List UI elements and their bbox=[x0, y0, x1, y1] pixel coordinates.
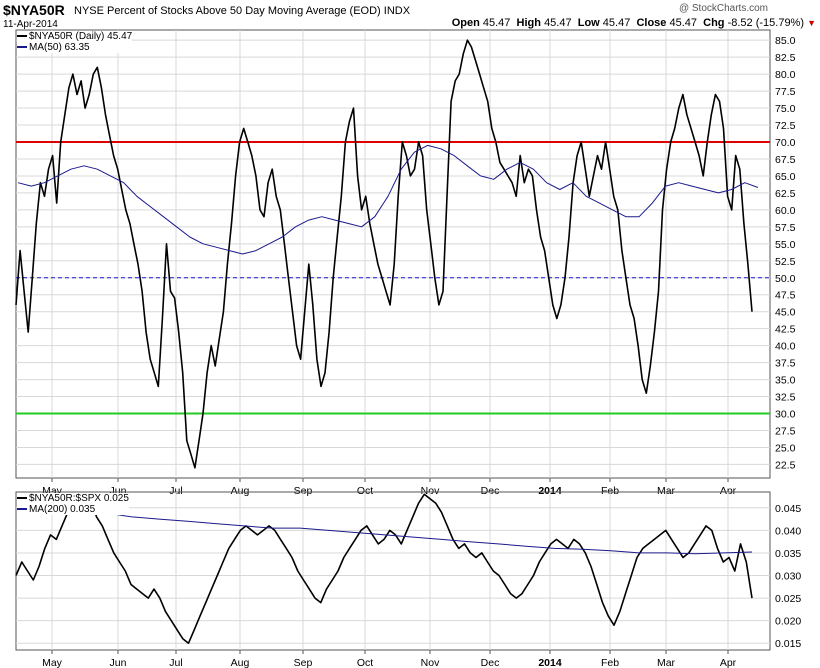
upper-y-tick-label: 80.0 bbox=[775, 69, 796, 81]
upper-y-tick-label: 52.5 bbox=[775, 256, 796, 268]
legend-ma200: MA(200) 0.035 bbox=[17, 504, 129, 515]
upper-x-tick-label: Mar bbox=[657, 485, 676, 497]
chart-date: 11-Apr-2014 bbox=[3, 19, 58, 30]
upper-legend: $NYA50R (Daily) 45.47 MA(50) 63.35 bbox=[17, 31, 133, 53]
lower-x-tick-label: Sep bbox=[294, 657, 313, 668]
close-label: Close bbox=[636, 17, 667, 29]
upper-price-line bbox=[15, 39, 753, 469]
upper-y-tick-label: 57.5 bbox=[775, 222, 796, 234]
chg-label: Chg bbox=[703, 17, 725, 29]
lower-y-tick-label: 0.015 bbox=[775, 638, 801, 650]
upper-y-tick-label: 65.0 bbox=[775, 171, 796, 183]
upper-y-tick-label: 30.0 bbox=[775, 409, 796, 421]
upper-y-tick-label: 60.0 bbox=[775, 205, 796, 217]
stockcharts-watermark: @ StockCharts.com bbox=[678, 3, 768, 14]
lower-x-tick-label: Feb bbox=[601, 657, 619, 668]
high-label: High bbox=[516, 17, 541, 29]
legend-ma-text: MA(50) 63.35 bbox=[29, 42, 90, 53]
upper-y-tick-label: 75.0 bbox=[775, 103, 796, 115]
lower-x-tick-label: Dec bbox=[481, 657, 500, 668]
open-value: 45.47 bbox=[482, 17, 511, 29]
lower-x-tick-label: Oct bbox=[357, 657, 373, 668]
legend-price-swatch bbox=[17, 35, 27, 38]
upper-price-panel: 85.0 82.5 80.0 77.5 75.0 72.5 70.0 67.5 65.0 62.5… bbox=[15, 29, 796, 479]
down-arrow-icon: ▼ bbox=[807, 18, 816, 28]
upper-x-tick-label: Dec bbox=[481, 485, 500, 497]
legend-ma-swatch bbox=[17, 46, 27, 49]
upper-x-tick-label: Feb bbox=[601, 485, 619, 497]
upper-y-tick-label: 40.0 bbox=[775, 341, 796, 353]
upper-x-tick-label: Apr bbox=[720, 485, 737, 497]
upper-y-tick-label: 45.0 bbox=[775, 307, 796, 319]
upper-y-tick-label: 82.5 bbox=[775, 52, 796, 64]
legend-price: $NYA50R (Daily) 45.47 bbox=[17, 31, 132, 42]
upper-y-tick-label: 85.0 bbox=[775, 35, 796, 47]
upper-y-tick-label: 35.0 bbox=[775, 375, 796, 387]
lower-y-tick-label: 0.045 bbox=[775, 503, 801, 515]
lower-x-tick-label: Mar bbox=[657, 657, 676, 668]
lower-y-tick-label: 0.025 bbox=[775, 593, 801, 605]
upper-x-tick-label: Oct bbox=[357, 485, 373, 497]
lower-x-tick-label: Jun bbox=[110, 657, 127, 668]
upper-frame bbox=[15, 29, 771, 479]
lower-y-tick-label: 0.030 bbox=[775, 571, 801, 583]
lower-price-line bbox=[15, 493, 753, 645]
chg-value: -8.52 (-15.79%) bbox=[727, 17, 805, 29]
legend-ma200-swatch bbox=[17, 508, 27, 511]
lower-legend: $NYA50R:$SPX 0.025 MA(200) 0.035 bbox=[17, 493, 129, 515]
low-value: 45.47 bbox=[602, 17, 631, 29]
upper-x-tick-label: Sep bbox=[294, 485, 313, 497]
upper-y-tick-label: 32.5 bbox=[775, 392, 796, 404]
upper-x-tick-label: Nov bbox=[421, 485, 440, 497]
upper-ma-line bbox=[17, 144, 759, 255]
upper-y-tick-label: 62.5 bbox=[775, 188, 796, 200]
upper-y-tick-label: 42.5 bbox=[775, 324, 796, 336]
lower-x-tick-label: Aug bbox=[231, 657, 250, 668]
legend-ratio-text: $NYA50R:$SPX 0.025 bbox=[29, 493, 129, 504]
upper-y-tick-label: 25.0 bbox=[775, 442, 796, 454]
upper-x-axis: May Jun Jul Aug Sep Oct Nov Dec 2014 Feb Mar Apr bbox=[42, 478, 737, 497]
low-label: Low bbox=[577, 17, 600, 29]
chart-title: NYSE Percent of Stocks Above 50 Day Movi… bbox=[74, 5, 411, 17]
lower-ratio-panel: 0.045 0.040 0.035 0.030 0.025 0.020 0.015 bbox=[15, 491, 801, 651]
legend-ma200-text: MA(200) 0.035 bbox=[29, 504, 96, 515]
upper-y-tick-label: 27.5 bbox=[775, 425, 796, 437]
symbol-label: $NYA50R bbox=[3, 2, 65, 18]
legend-ma: MA(50) 63.35 bbox=[17, 42, 132, 53]
upper-x-tick-label: 2014 bbox=[538, 485, 562, 497]
upper-y-tick-label: 55.0 bbox=[775, 239, 796, 251]
lower-x-tick-label: Jul bbox=[169, 657, 182, 668]
legend-price-text: $NYA50R (Daily) 45.47 bbox=[29, 31, 133, 42]
legend-ratio: $NYA50R:$SPX 0.025 bbox=[17, 493, 129, 504]
upper-y-tick-label: 22.5 bbox=[775, 459, 796, 471]
upper-y-tick-label: 70.0 bbox=[775, 137, 796, 149]
upper-y-tick-label: 72.5 bbox=[775, 120, 796, 132]
upper-y-tick-label: 47.5 bbox=[775, 290, 796, 302]
ohlc-summary: Open 45.47 High 45.47 Low 45.47 Close 45… bbox=[452, 17, 816, 29]
high-value: 45.47 bbox=[544, 17, 572, 29]
upper-y-tick-label: 67.5 bbox=[775, 154, 796, 166]
lower-ma-line bbox=[17, 502, 753, 555]
lower-x-tick-label: 2014 bbox=[538, 657, 562, 668]
upper-y-tick-label: 77.5 bbox=[775, 86, 796, 98]
upper-y-tick-label: 50.0 bbox=[775, 273, 796, 285]
upper-x-tick-label: Jul bbox=[169, 485, 182, 497]
lower-y-tick-label: 0.020 bbox=[775, 616, 801, 628]
lower-frame bbox=[15, 491, 771, 651]
lower-y-tick-label: 0.035 bbox=[775, 548, 801, 560]
lower-x-axis: May Jun Jul Aug Sep Oct Nov Dec 2014 Feb Mar Apr bbox=[42, 650, 737, 668]
open-label: Open bbox=[451, 17, 480, 29]
upper-y-tick-label: 37.5 bbox=[775, 358, 796, 370]
legend-ratio-swatch bbox=[17, 497, 27, 500]
lower-x-tick-label: May bbox=[42, 657, 63, 668]
lower-x-tick-label: Nov bbox=[421, 657, 440, 668]
close-value: 45.47 bbox=[669, 17, 697, 29]
upper-x-tick-label: Aug bbox=[231, 485, 250, 497]
lower-y-tick-label: 0.040 bbox=[775, 525, 801, 537]
lower-x-tick-label: Apr bbox=[720, 657, 737, 668]
